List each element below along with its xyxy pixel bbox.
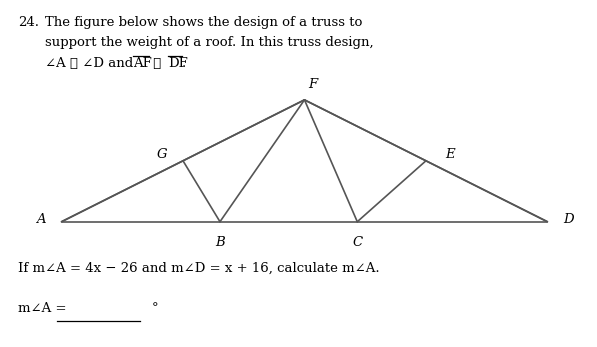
Text: AF: AF: [133, 57, 152, 70]
Text: The figure below shows the design of a truss to: The figure below shows the design of a t…: [45, 16, 362, 28]
Text: ∠A ≅ ∠D and: ∠A ≅ ∠D and: [45, 57, 137, 70]
Text: G: G: [156, 149, 167, 161]
Text: B: B: [215, 236, 225, 249]
Text: D: D: [563, 213, 574, 226]
Text: E: E: [445, 149, 454, 161]
Text: °: °: [152, 302, 159, 315]
Text: support the weight of a roof. In this truss design,: support the weight of a roof. In this tr…: [45, 36, 373, 49]
Text: .: .: [182, 57, 186, 70]
Text: ≅: ≅: [149, 57, 165, 70]
Text: 24.: 24.: [18, 16, 39, 28]
Text: C: C: [352, 236, 362, 249]
Text: DF: DF: [168, 57, 187, 70]
Text: m∠A =: m∠A =: [18, 302, 66, 315]
Text: If m∠A = 4x − 26 and m∠D = x + 16, calculate m∠A.: If m∠A = 4x − 26 and m∠D = x + 16, calcu…: [18, 262, 380, 275]
Text: F: F: [308, 78, 317, 91]
Text: A: A: [36, 213, 45, 226]
